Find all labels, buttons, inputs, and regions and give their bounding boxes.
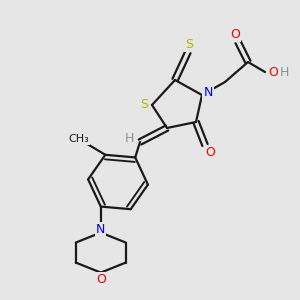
Text: O: O [268,65,278,79]
Text: O: O [205,146,215,158]
Text: H: H [279,65,289,79]
Text: S: S [185,38,193,50]
Text: N: N [96,223,106,236]
Text: O: O [230,28,240,40]
Text: O: O [96,273,106,286]
Text: S: S [140,98,148,112]
Text: N: N [203,86,213,100]
Text: H: H [124,131,134,145]
Text: CH₃: CH₃ [68,134,89,144]
